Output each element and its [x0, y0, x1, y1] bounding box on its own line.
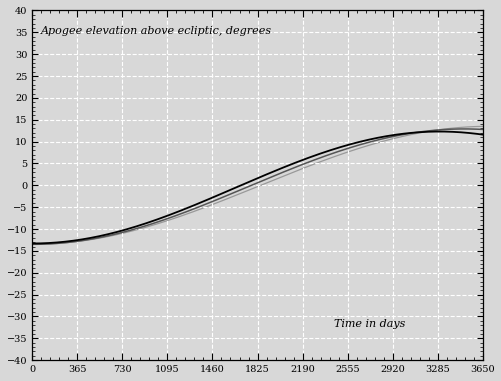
Text: Apogee elevation above ecliptic, degrees: Apogee elevation above ecliptic, degrees — [41, 26, 272, 36]
Text: Time in days: Time in days — [334, 319, 405, 329]
